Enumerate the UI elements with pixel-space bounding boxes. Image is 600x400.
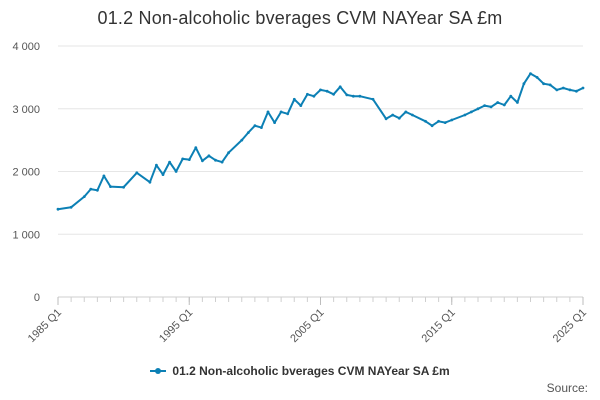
data-point [502,103,506,107]
data-point [253,124,257,128]
data-point [168,160,172,164]
data-point [443,121,447,124]
data-point [397,116,401,120]
y-tick-label: 1 000 [12,229,40,241]
data-point [273,121,276,124]
data-point [483,104,486,107]
data-point [194,146,198,150]
chart-title: 01.2 Non-alcoholic bverages CVM NAYear S… [97,8,503,28]
legend-label: 01.2 Non-alcoholic bverages CVM NAYear S… [172,364,450,378]
series-line [57,72,584,211]
data-point [325,89,329,93]
source-label: Source: [546,381,588,395]
x-tick-label: 1985 Q1 [26,307,64,345]
x-tick-label: 2015 Q1 [420,307,458,345]
data-point [246,131,250,135]
data-point [56,207,60,211]
data-point [201,159,204,163]
data-point [470,110,473,114]
data-point [286,112,290,116]
data-point [561,86,565,90]
data-point [266,110,270,114]
data-point [555,88,559,92]
data-point [181,157,185,161]
y-tick-label: 2 000 [12,167,40,179]
y-tick-label: 0 [34,292,40,304]
data-point [187,158,191,162]
data-point [581,86,585,90]
y-tick-label: 4 000 [12,41,40,53]
data-point [489,105,493,109]
data-point [109,185,112,189]
data-point [161,173,165,177]
data-point [260,126,263,129]
data-point [214,158,217,162]
data-point [529,72,532,75]
data-point [548,83,552,87]
data-point [404,110,408,114]
data-point [82,195,86,199]
data-point [312,94,316,98]
legend-line-marker-icon [150,366,167,376]
data-point [450,118,454,122]
data-point [174,170,178,173]
data-point [516,101,519,104]
data-point [89,187,93,191]
data-point [332,92,335,96]
data-point [371,97,375,101]
data-point [535,76,539,79]
data-point [430,124,434,128]
data-point [568,88,572,92]
data-point [227,151,231,155]
y-tick-label: 3 000 [12,104,40,116]
data-point [496,101,500,104]
data-point [299,104,303,107]
data-point [351,94,355,98]
data-point [463,113,467,117]
data-point [240,138,244,142]
data-point [102,174,106,178]
x-tick-label: 2005 Q1 [288,307,326,345]
data-point [122,185,125,189]
legend[interactable]: 01.2 Non-alcoholic bverages CVM NAYear S… [0,364,600,378]
data-point [358,94,362,98]
data-point [279,110,283,114]
data-point [319,88,322,92]
data-point [135,171,139,175]
x-tick-label: 2025 Q1 [551,307,589,345]
data-point [384,117,388,121]
data-point [424,119,427,123]
data-point [542,82,545,86]
data-point [509,94,513,98]
data-point [207,154,211,158]
data-point [155,163,158,167]
x-tick-label: 1995 Q1 [157,307,195,345]
data-point [69,205,73,209]
data-point [522,82,526,86]
data-point [220,160,224,164]
data-point [411,113,414,117]
data-point [292,97,296,101]
data-point [391,113,395,117]
data-point [338,85,342,89]
data-point [148,180,152,184]
data-point [306,92,309,96]
data-point [96,188,99,192]
data-point [575,89,578,93]
data-point [345,93,349,97]
data-point [476,107,480,111]
data-point [437,119,440,123]
